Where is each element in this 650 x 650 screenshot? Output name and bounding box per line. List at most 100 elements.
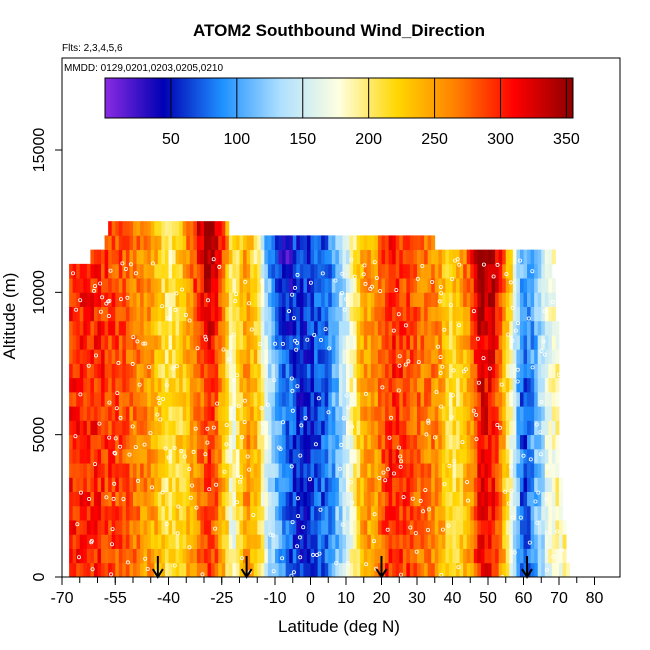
heatmap-cell [537, 406, 542, 421]
heatmap-cell [519, 491, 524, 507]
heatmap-cell [111, 477, 116, 492]
heatmap-cell [257, 235, 262, 251]
heatmap-cell [253, 249, 258, 265]
heatmap-cell [392, 406, 397, 421]
heatmap-cell [516, 306, 521, 322]
heatmap-cell [385, 320, 389, 336]
heatmap-cell [175, 249, 180, 265]
heatmap-cell [76, 406, 81, 421]
heatmap-cell [211, 534, 216, 549]
measurement-point [508, 464, 513, 469]
measurement-point [107, 400, 112, 405]
heatmap-cell [441, 349, 446, 364]
heatmap-cell [381, 534, 386, 549]
heatmap-cell [133, 520, 137, 535]
heatmap-cell [303, 505, 308, 521]
heatmap-cell [530, 406, 535, 421]
heatmap-cell [395, 320, 400, 336]
heatmap-cell [147, 349, 152, 364]
heatmap-cell [196, 320, 201, 336]
heatmap-cell [285, 335, 290, 350]
heatmap-cell [370, 349, 375, 364]
heatmap-cell [395, 292, 400, 307]
heatmap-cell [157, 377, 162, 393]
heatmap-cell [122, 520, 127, 535]
heatmap-cell [434, 477, 439, 492]
measurement-point [205, 298, 210, 303]
heatmap-cell [154, 377, 159, 393]
heatmap-cell [324, 562, 329, 577]
heatmap-cell [143, 377, 148, 393]
heatmap-cell [140, 391, 145, 407]
heatmap-cell [296, 349, 301, 364]
heatmap-cell [534, 477, 539, 492]
heatmap-cell [275, 377, 279, 393]
heatmap-cell [289, 263, 294, 279]
heatmap-cell [463, 491, 468, 507]
heatmap-cell [228, 505, 233, 521]
heatmap-cell [551, 534, 556, 549]
heatmap-cell [154, 263, 159, 279]
heatmap-cell [488, 420, 492, 436]
heatmap-cell [90, 491, 95, 507]
heatmap-cell [388, 320, 393, 336]
heatmap-cell [395, 377, 400, 393]
heatmap-cell [346, 548, 350, 564]
heatmap-cell [207, 548, 212, 564]
heatmap-cell [491, 562, 496, 577]
heatmap-cell [136, 221, 141, 236]
heatmap-cell [282, 391, 287, 407]
measurement-point [233, 298, 238, 303]
heatmap-cell [76, 363, 81, 379]
heatmap-cell [381, 505, 386, 521]
heatmap-cell [356, 434, 361, 450]
heatmap-cell [90, 406, 95, 421]
heatmap-cell [335, 477, 340, 492]
heatmap-cell [147, 491, 152, 507]
measurement-point [291, 316, 296, 321]
heatmap-cell [186, 420, 191, 436]
heatmap-cell [93, 406, 98, 421]
heatmap-cell [186, 306, 191, 322]
measurement-point [271, 569, 276, 574]
heatmap-cell [140, 349, 145, 364]
heatmap-cell [374, 292, 379, 307]
heatmap-cell [207, 306, 212, 322]
heatmap-cell [559, 520, 563, 535]
heatmap-cell [324, 434, 329, 450]
heatmap-cell [377, 249, 382, 265]
heatmap-cell [275, 406, 279, 421]
heatmap-cell [168, 391, 173, 407]
heatmap-cell [175, 520, 180, 535]
heatmap-cell [207, 505, 212, 521]
measurement-point [163, 446, 168, 451]
heatmap-cell [480, 363, 485, 379]
heatmap-cell [310, 420, 315, 436]
heatmap-cell [239, 249, 244, 265]
measurement-point [295, 384, 300, 389]
heatmap-cell [349, 491, 354, 507]
heatmap-cell [431, 434, 436, 450]
heatmap-cell [346, 263, 350, 279]
heatmap-cell [108, 249, 113, 265]
heatmap-cell [385, 335, 389, 350]
heatmap-cell [108, 278, 113, 293]
heatmap-cell [537, 477, 542, 492]
heatmap-cell [424, 235, 429, 251]
heatmap-cell [498, 249, 503, 265]
heatmap-cell [246, 292, 251, 307]
heatmap-cell [129, 434, 134, 450]
heatmap-cell [76, 377, 81, 393]
heatmap-cell [189, 534, 194, 549]
measurement-point [339, 442, 344, 447]
heatmap-cell [72, 306, 77, 322]
heatmap-cell [90, 349, 95, 364]
heatmap-cell [193, 377, 198, 393]
heatmap-cell [193, 335, 198, 350]
heatmap-cell [555, 477, 560, 492]
heatmap-cell [420, 448, 425, 464]
heatmap-cell [406, 363, 411, 379]
heatmap-cell [441, 434, 446, 450]
heatmap-cell [427, 249, 432, 265]
